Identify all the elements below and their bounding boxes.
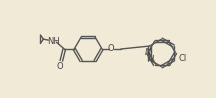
Text: O: O [108, 44, 114, 54]
Text: NH: NH [47, 37, 60, 46]
Text: N: N [145, 48, 151, 57]
Text: O: O [57, 62, 64, 71]
Text: Cl: Cl [179, 54, 187, 63]
Text: N: N [148, 55, 154, 64]
